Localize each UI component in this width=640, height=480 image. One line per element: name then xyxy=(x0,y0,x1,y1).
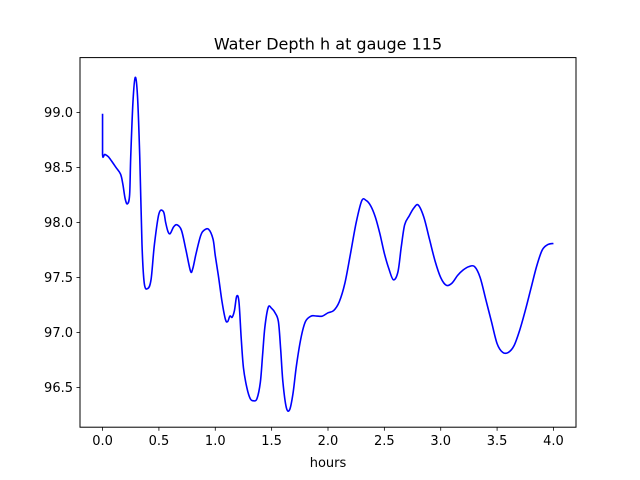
y-tick-label: 97.5 xyxy=(44,271,73,286)
plot-layer xyxy=(101,76,554,412)
x-tick-label: 4.0 xyxy=(543,434,564,449)
y-tick-label: 99.0 xyxy=(44,106,73,121)
x-tick-label: 1.5 xyxy=(261,434,282,449)
x-tick-label: 1.0 xyxy=(205,434,226,449)
x-tick-label: 0.5 xyxy=(149,434,170,449)
y-tick-label: 98.0 xyxy=(44,216,73,231)
y-tick-label: 96.5 xyxy=(44,381,73,396)
y-axis: 96.5 97.0 97.5 98.0 98.5 99.0 xyxy=(44,106,80,396)
y-tick-label: 97.0 xyxy=(44,326,73,341)
x-tick-label: 2.0 xyxy=(318,434,339,449)
x-axis: 0.0 0.5 1.0 1.5 2.0 2.5 3.0 3.5 4.0 xyxy=(92,427,564,449)
chart-title: Water Depth h at gauge 115 xyxy=(214,35,442,54)
x-tick-label: 2.5 xyxy=(374,434,395,449)
x-tick-label: 0.0 xyxy=(92,434,113,449)
x-axis-label: hours xyxy=(310,456,347,471)
y-tick-label: 98.5 xyxy=(44,161,73,176)
x-tick-label: 3.5 xyxy=(487,434,508,449)
x-tick-label: 3.0 xyxy=(430,434,451,449)
series-line xyxy=(101,76,554,412)
